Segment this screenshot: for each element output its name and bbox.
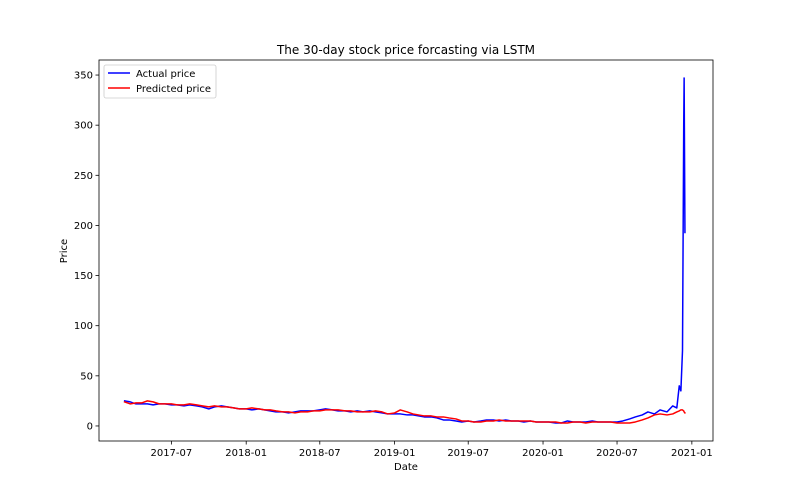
y-tick-label: 300 (74, 121, 93, 132)
chart-title: The 30-day stock price forcasting via LS… (276, 43, 535, 57)
axes-frame (98, 59, 714, 442)
y-tick-label: 0 (87, 421, 93, 432)
x-tick-label: 2017-07 (150, 448, 192, 459)
y-tick-label: 50 (80, 371, 93, 382)
legend-label-actual-price: Actual price (136, 69, 195, 80)
y-tick-label: 100 (74, 321, 93, 332)
series-line-predicted-price (123, 400, 686, 424)
legend-label-predicted-price: Predicted price (136, 84, 211, 95)
plot-area-background (99, 60, 713, 441)
legend-box (103, 64, 217, 99)
x-tick-label: 2021-01 (671, 448, 713, 459)
series-lines (123, 77, 686, 424)
y-axis: 0 50 100 150 200 250 300 350 (74, 71, 99, 432)
x-tick-label: 2020-01 (522, 448, 564, 459)
x-axis: 2017-07 2018-01 2018-07 2019-01 2019-07 2020-… (150, 441, 713, 459)
y-tick-label: 200 (74, 221, 93, 232)
x-tick-label: 2018-07 (299, 448, 341, 459)
x-axis-label: Date (394, 462, 418, 473)
y-tick-label: 150 (74, 271, 93, 282)
y-axis-label: Price (59, 239, 70, 263)
x-tick-label: 2018-01 (225, 448, 267, 459)
x-tick-label: 2019-01 (374, 448, 416, 459)
series-line-actual-price (123, 77, 686, 424)
y-tick-label: 250 (74, 171, 93, 182)
legend: Actual price Predicted price (103, 64, 217, 99)
x-tick-label: 2019-07 (447, 448, 489, 459)
x-tick-label: 2020-07 (596, 448, 638, 459)
y-tick-label: 350 (74, 71, 93, 82)
